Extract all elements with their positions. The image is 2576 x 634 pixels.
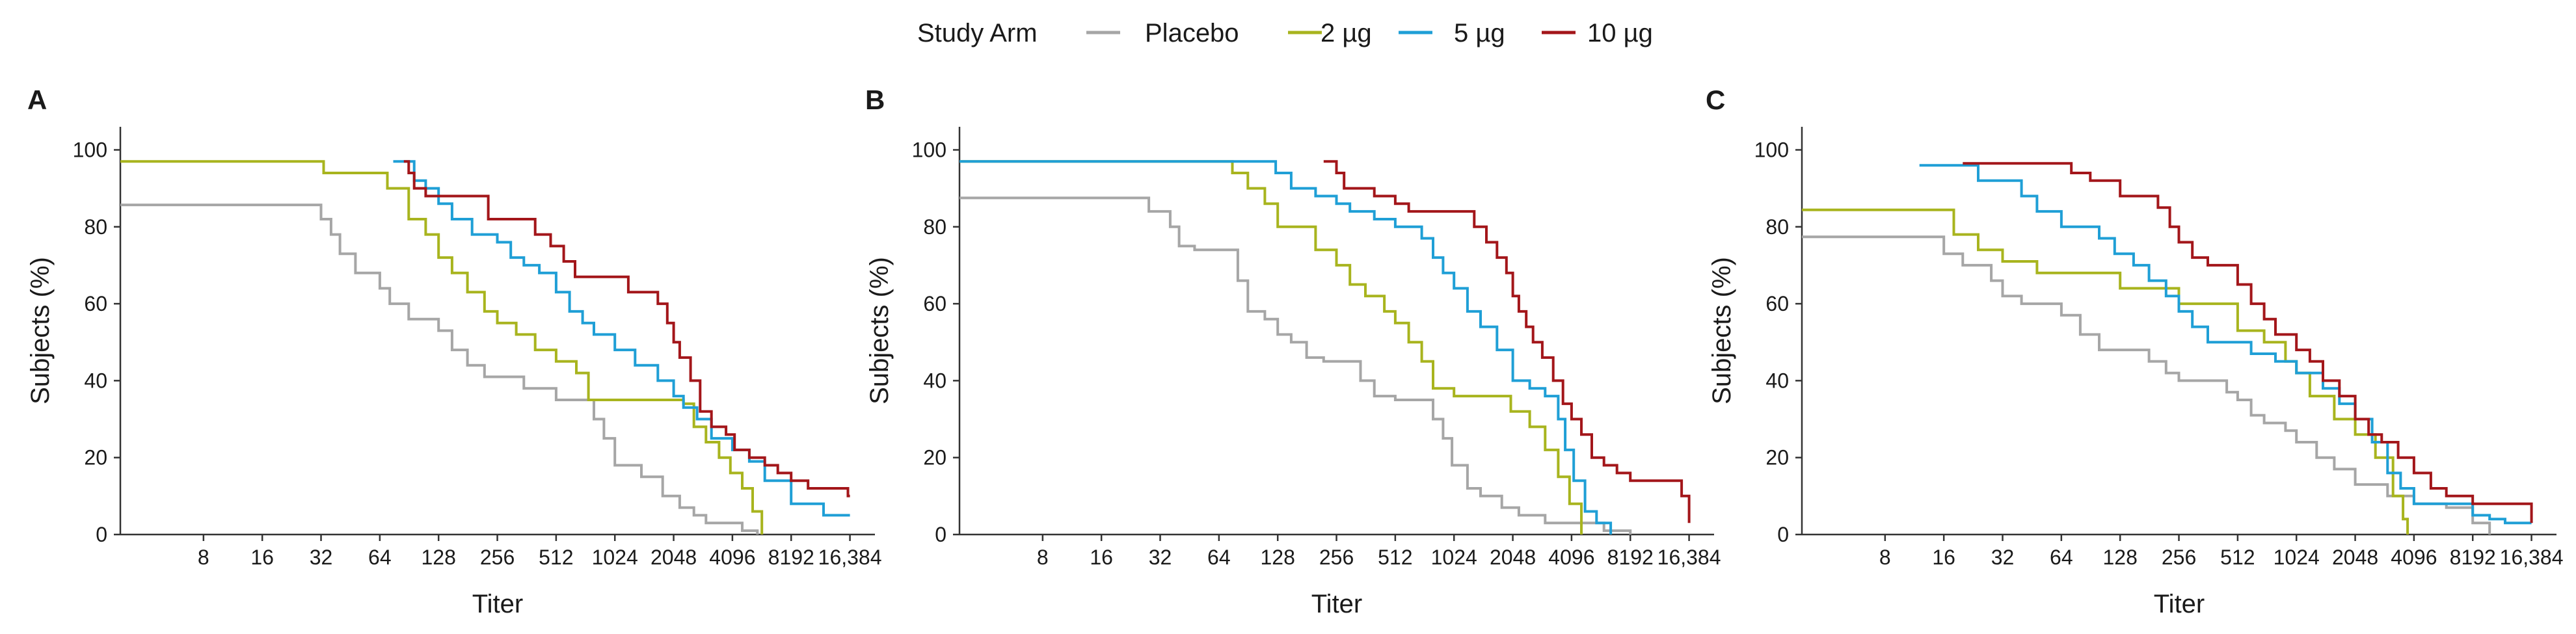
- panel-c-xtick-label-2048: 2048: [2332, 546, 2378, 569]
- panel-c-ytick-label-0: 0: [1777, 523, 1789, 546]
- panel-c-xtick-label-64: 64: [2050, 546, 2073, 569]
- panel-b-series-0: [959, 196, 1632, 535]
- panel-c-series-2: [1919, 164, 2532, 525]
- panel-a-xtick-label-1024: 1024: [592, 546, 638, 569]
- panel-c-series-0: [1802, 235, 2491, 535]
- panel-b-ylabel: Subjects (%): [865, 257, 894, 404]
- panel-b-xtick-label-128: 128: [1261, 546, 1295, 569]
- panel-c-series-3: [1963, 162, 2533, 523]
- panel-b-xlabel: Titer: [1311, 590, 1363, 618]
- panel-c-ytick-label-80: 80: [1765, 215, 1789, 239]
- panel-b-xtick-label-16: 16: [1090, 546, 1113, 569]
- legend-entry-3-label: 10 µg: [1587, 19, 1653, 47]
- panel-c-xtick-label-8: 8: [1879, 546, 1891, 569]
- legend-title: Study Arm: [917, 19, 1038, 47]
- panel-a-xtick-label-8: 8: [198, 546, 209, 569]
- panel-a-xtick-label-8192: 8192: [768, 546, 814, 569]
- panel-b-xtick-label-512: 512: [1378, 546, 1412, 569]
- panel-b-xtick-label-1024: 1024: [1431, 546, 1477, 569]
- panel-b-ytick-label-60: 60: [923, 292, 946, 315]
- panel-b-xtick-label-8192: 8192: [1607, 546, 1654, 569]
- legend-entry-2: 5 µg: [1399, 19, 1505, 47]
- legend: Study Arm Placebo 2 µg 5 µg 10 µg: [917, 19, 1653, 47]
- panel-c-label: C: [1706, 85, 1725, 115]
- panel-c-xtick-label-256: 256: [2162, 546, 2196, 569]
- panel-a-series-2: [393, 160, 850, 517]
- panel-a-xtick-label-128: 128: [422, 546, 456, 569]
- panel-b-label: B: [865, 85, 885, 115]
- panel-b-xtick-label-16384: 16,384: [1657, 546, 1721, 569]
- panel-c-ytick-label-60: 60: [1765, 292, 1789, 315]
- legend-entry-3: 10 µg: [1542, 19, 1653, 47]
- panel-a-xtick-label-16: 16: [250, 546, 274, 569]
- panel-c-ytick-label-20: 20: [1765, 446, 1789, 469]
- panel-b-xtick-label-256: 256: [1319, 546, 1354, 569]
- panel-c-xtick-label-8192: 8192: [2450, 546, 2496, 569]
- panel-b-series-1: [959, 160, 1583, 535]
- panel-b-ytick-label-100: 100: [912, 138, 946, 161]
- panel-b-series-2: [959, 160, 1613, 535]
- panel-c-xtick-label-16384: 16,384: [2500, 546, 2564, 569]
- panel-a-series-0: [120, 204, 759, 535]
- panel-a-xtick-label-2048: 2048: [651, 546, 697, 569]
- panel-c-ytick-label-100: 100: [1754, 138, 1789, 161]
- panel-c-xtick-label-32: 32: [1991, 546, 2015, 569]
- panel-a-ytick-label-100: 100: [73, 138, 107, 161]
- panel-b-xtick-label-64: 64: [1207, 546, 1231, 569]
- panel-b-ytick-label-80: 80: [923, 215, 946, 239]
- panel-a-ytick-label-0: 0: [96, 523, 107, 546]
- panel-b-xtick-label-4096: 4096: [1548, 546, 1594, 569]
- panel-c: C 0 20 40 60 80 100 8 16 32 64 128 256 512 1024 2048 409…: [1706, 85, 2564, 618]
- panel-c-xtick-label-1024: 1024: [2274, 546, 2320, 569]
- panel-b-xtick-label-2048: 2048: [1490, 546, 1536, 569]
- panel-a-xtick-label-4096: 4096: [709, 546, 755, 569]
- panel-c-ylabel: Subjects (%): [1708, 257, 1736, 404]
- panel-a-xtick-label-512: 512: [539, 546, 573, 569]
- legend-entry-1: 2 µg: [1288, 19, 1372, 47]
- panel-b-ytick-label-40: 40: [923, 369, 946, 392]
- panel-b-series-3: [1323, 160, 1691, 523]
- panel-a: A 0 20 40 60 80 100 8 16 32 64 128 256 512 1024 2048 409…: [26, 85, 882, 618]
- panel-b-ytick-label-0: 0: [935, 523, 946, 546]
- panel-a-label: A: [27, 85, 47, 115]
- panel-c-xtick-label-16: 16: [1932, 546, 1955, 569]
- panel-a-ytick-label-40: 40: [84, 369, 107, 392]
- panel-a-xtick-label-16384: 16,384: [818, 546, 882, 569]
- panel-a-series-3: [403, 160, 850, 497]
- panel-c-xtick-label-4096: 4096: [2391, 546, 2437, 569]
- legend-entry-2-label: 5 µg: [1454, 19, 1505, 47]
- panel-c-xtick-label-128: 128: [2103, 546, 2138, 569]
- panel-a-xlabel: Titer: [472, 590, 524, 618]
- panel-b-ytick-label-20: 20: [923, 446, 946, 469]
- panel-a-ylabel: Subjects (%): [26, 257, 55, 404]
- legend-entry-0: Placebo: [1086, 19, 1239, 47]
- panel-a-xtick-label-256: 256: [480, 546, 515, 569]
- panel-b: B 0 20 40 60 80 100 8 16 32 64 128 256 512 1024 2048 409…: [865, 85, 1721, 618]
- panel-c-ytick-label-40: 40: [1765, 369, 1789, 392]
- panel-a-ytick-label-80: 80: [84, 215, 107, 239]
- panel-a-xtick-label-32: 32: [310, 546, 333, 569]
- panel-a-xtick-label-64: 64: [368, 546, 392, 569]
- panel-a-ytick-label-60: 60: [84, 292, 107, 315]
- panel-c-xtick-label-512: 512: [2220, 546, 2255, 569]
- panel-a-series-1: [120, 160, 764, 535]
- panel-c-series-1: [1802, 208, 2409, 535]
- panel-a-ytick-label-20: 20: [84, 446, 107, 469]
- panel-c-xlabel: Titer: [2154, 590, 2205, 618]
- legend-entry-0-label: Placebo: [1145, 19, 1239, 47]
- panel-b-xtick-label-8: 8: [1037, 546, 1049, 569]
- panel-b-xtick-label-32: 32: [1149, 546, 1172, 569]
- legend-entry-1-label: 2 µg: [1321, 19, 1372, 47]
